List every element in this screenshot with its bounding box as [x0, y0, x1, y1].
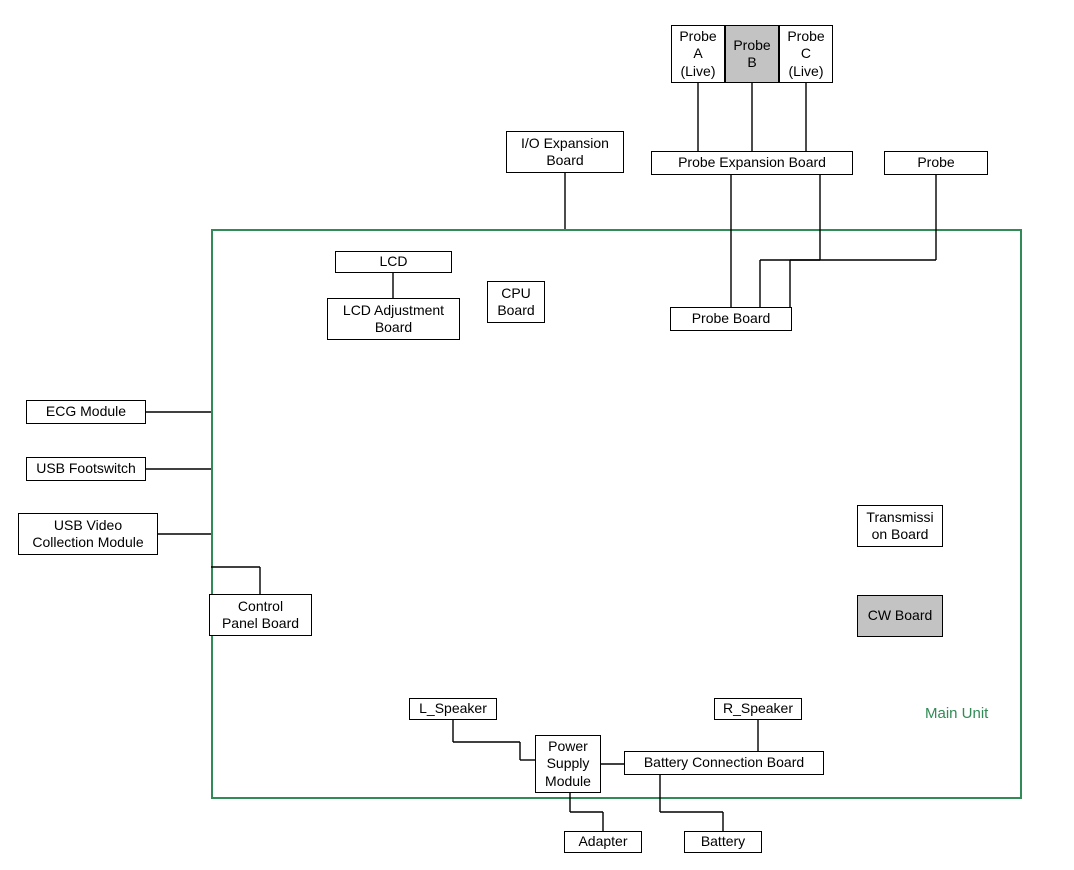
- r-speaker-box: R_Speaker: [714, 698, 802, 720]
- probe-single-box: Probe: [884, 151, 988, 175]
- lcd-adjustment-box: LCD AdjustmentBoard: [327, 298, 460, 340]
- ecg-module-box: ECG Module: [26, 400, 146, 424]
- cw-board-box: CW Board: [857, 595, 943, 637]
- io-expansion-box: I/O ExpansionBoard: [506, 131, 624, 173]
- l-speaker-box: L_Speaker: [409, 698, 497, 720]
- probe-board-box: Probe Board: [670, 307, 792, 331]
- adapter-box: Adapter: [564, 831, 642, 853]
- control-panel-box: ControlPanel Board: [209, 594, 312, 636]
- battery-connection-box: Battery Connection Board: [624, 751, 824, 775]
- main-unit-label: Main Unit: [925, 705, 988, 722]
- usb-video-box: USB VideoCollection Module: [18, 513, 158, 555]
- probe-expansion-box: Probe Expansion Board: [651, 151, 853, 175]
- diagram-stage: Main Unit ProbeA(Live) ProbeB ProbeC(Liv…: [0, 0, 1074, 870]
- transmission-board-box: Transmission Board: [857, 505, 943, 547]
- power-supply-box: PowerSupplyModule: [535, 735, 601, 793]
- battery-box: Battery: [684, 831, 762, 853]
- probe-a-box: ProbeA(Live): [671, 25, 725, 83]
- probe-c-box: ProbeC(Live): [779, 25, 833, 83]
- usb-footswitch-box: USB Footswitch: [26, 457, 146, 481]
- cpu-board-box: CPUBoard: [487, 281, 545, 323]
- probe-b-box: ProbeB: [725, 25, 779, 83]
- lcd-box: LCD: [335, 251, 452, 273]
